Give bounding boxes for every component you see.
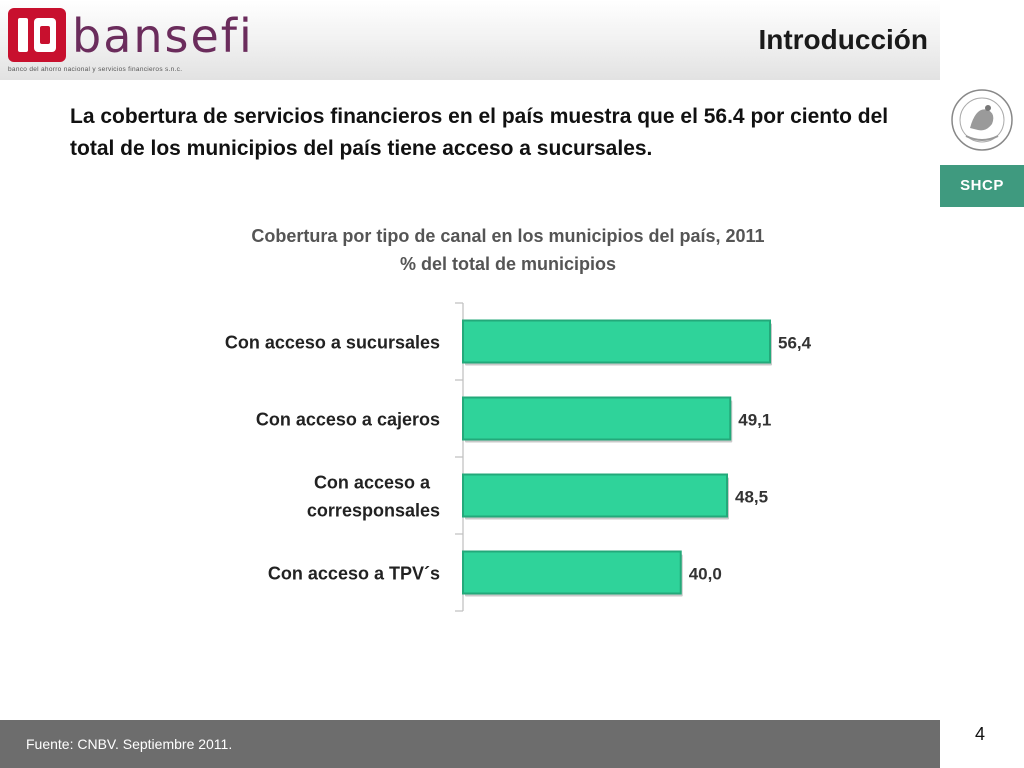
category-label: corresponsales — [307, 501, 440, 521]
logo-subtitle: banco del ahorro nacional y servicios fi… — [8, 66, 183, 73]
chart-title-block: Cobertura por tipo de canal en los munic… — [180, 222, 836, 278]
footer-bar — [0, 720, 940, 768]
chart-subtitle: % del total de municipios — [399, 254, 617, 274]
chart-title: Cobertura por tipo de canal en los munic… — [251, 226, 765, 246]
bansefi-logo-icon — [8, 8, 66, 62]
headline-text: La cobertura de servicios financieros en… — [70, 105, 889, 160]
data-label: 49,1 — [738, 411, 771, 430]
page-number: 4 — [975, 724, 986, 744]
logo-wordmark: bansefi — [72, 9, 254, 63]
header-band — [0, 0, 940, 80]
category-label: Con acceso a cajeros — [256, 410, 440, 430]
category-label: Con acceso a TPV´s — [268, 564, 440, 584]
bar — [462, 396, 732, 441]
data-label: 56,4 — [778, 334, 812, 353]
category-label: Con acceso a sucursales — [225, 333, 440, 353]
bar — [462, 473, 728, 518]
shcp-label: SHCP — [940, 165, 1024, 207]
bar-chart: 56,4 Con acceso a sucursales 49,1 Con acces… — [225, 302, 812, 612]
bar — [462, 550, 682, 595]
data-label: 40,0 — [689, 565, 722, 584]
bar — [462, 319, 771, 364]
bansefi-logo: bansefi banco del ahorro nacional y serv… — [6, 6, 252, 76]
mexico-emblem-icon — [951, 89, 1013, 151]
category-label: Con acceso a — [314, 473, 431, 493]
page-title: Introducción — [758, 24, 928, 55]
footer-source: Fuente: CNBV. Septiembre 2011. — [26, 736, 233, 752]
data-label: 48,5 — [735, 488, 768, 507]
